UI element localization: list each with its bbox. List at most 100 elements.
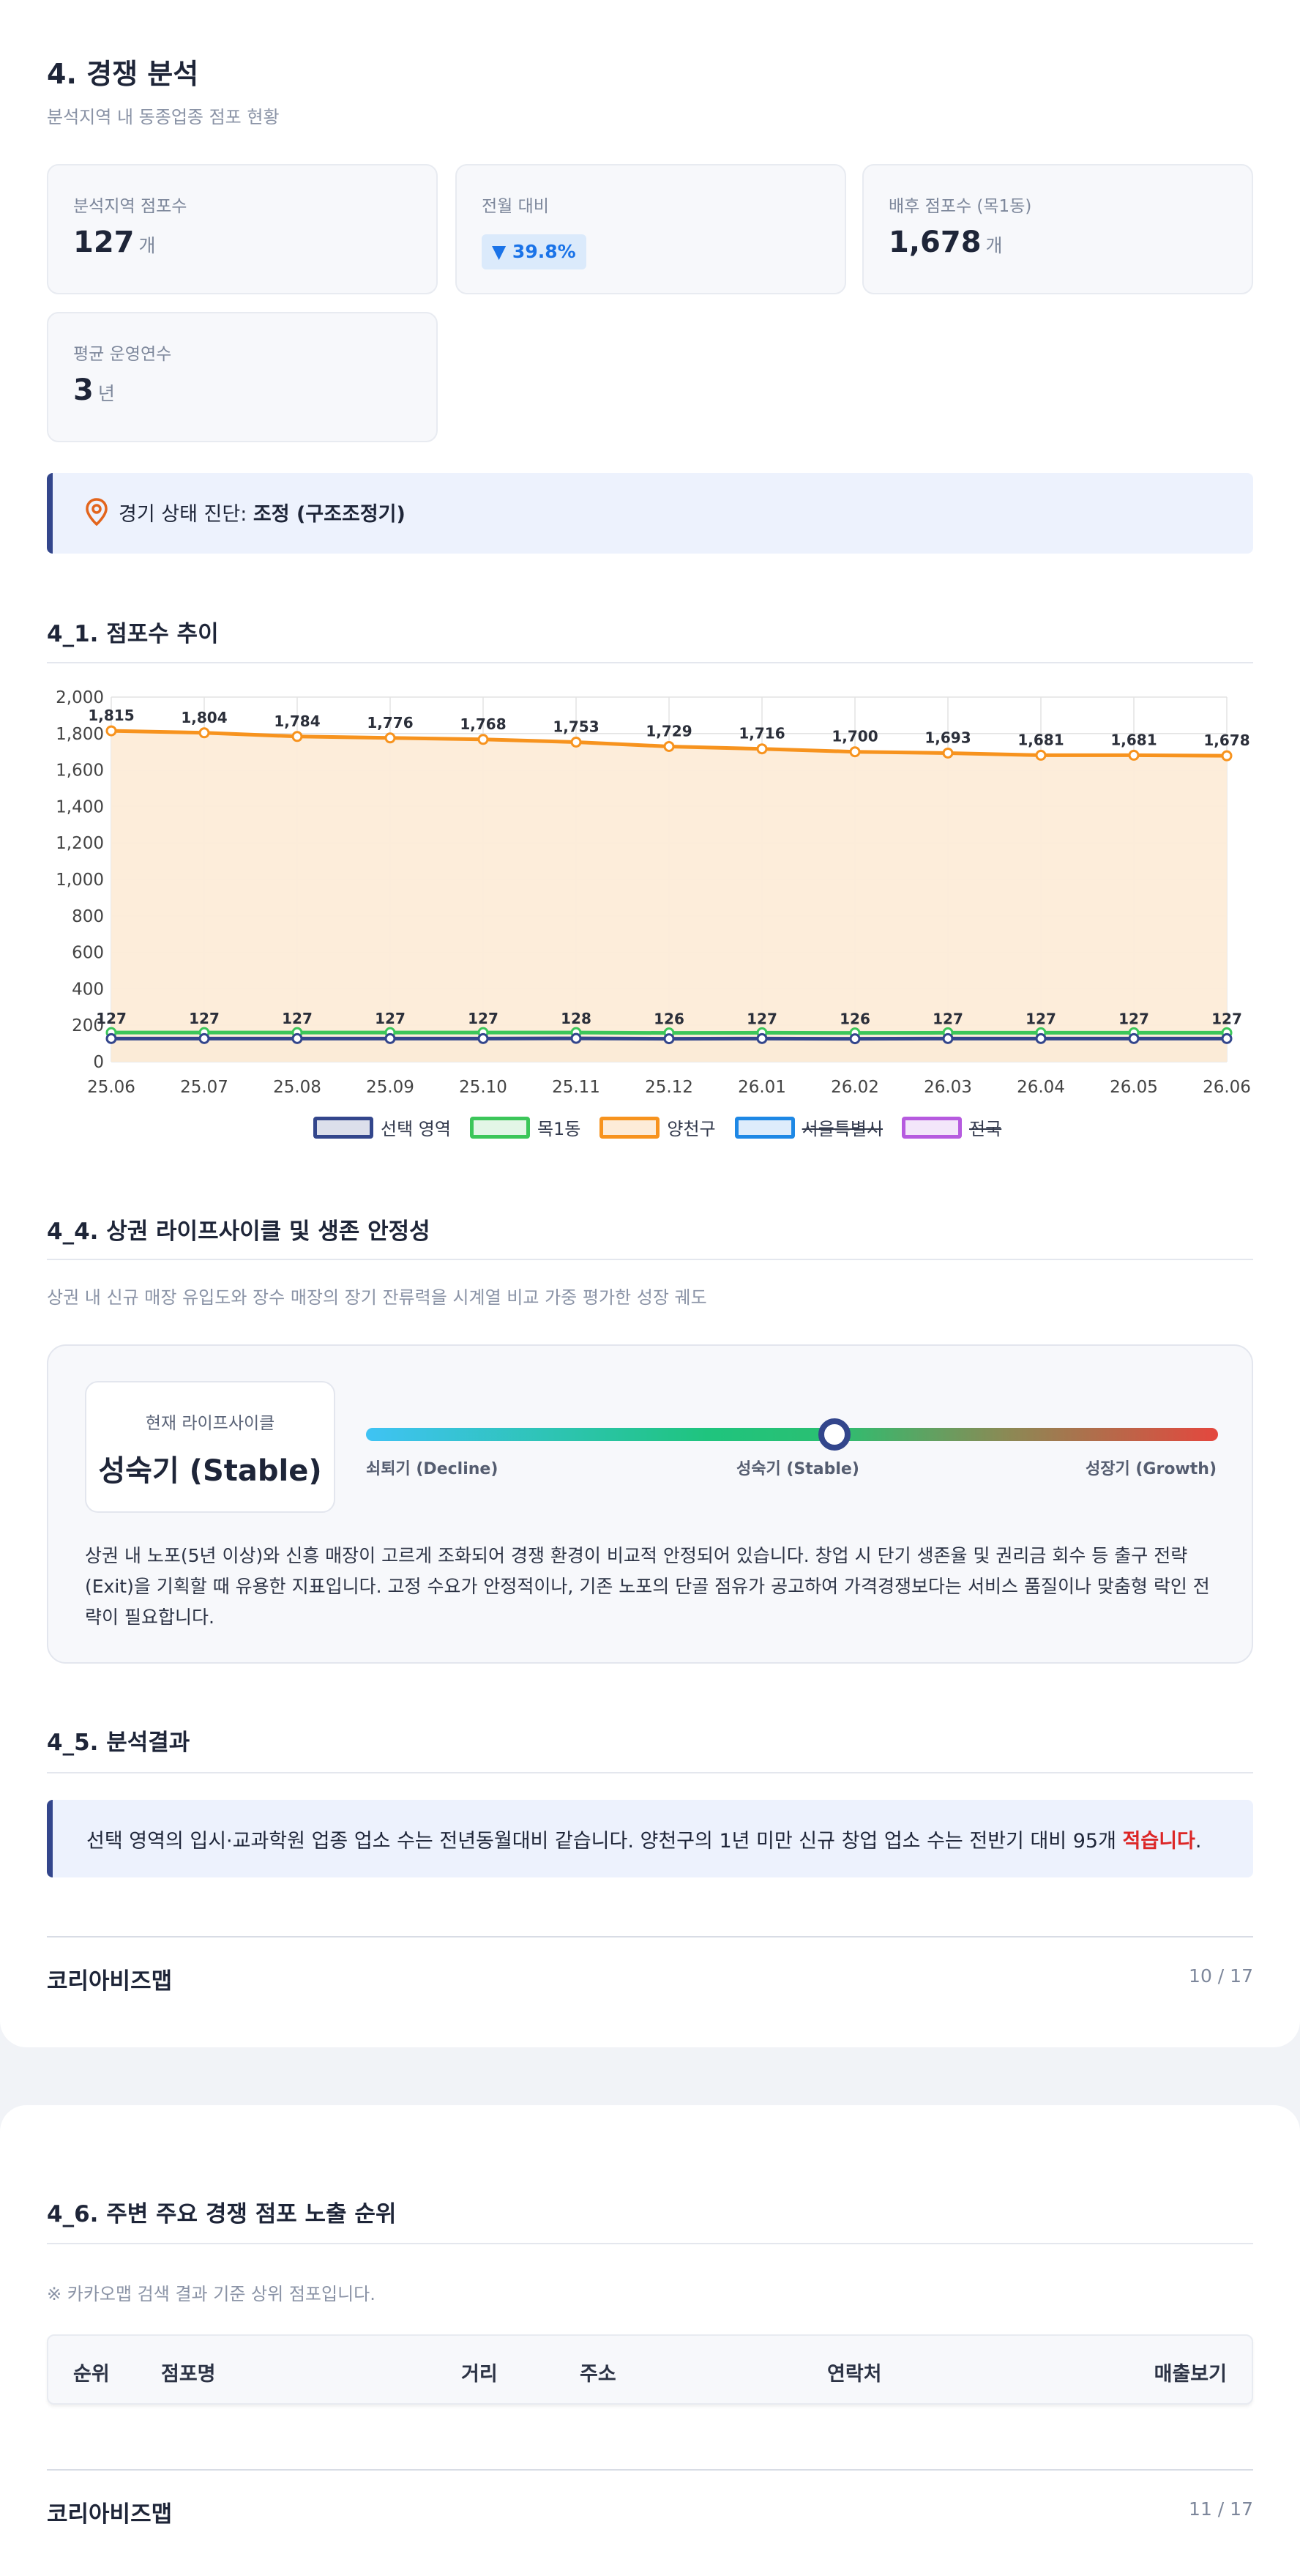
tick-stable: 성숙기 (Stable) [736, 1460, 859, 1478]
trend-title: 4_1. 점포수 추이 [47, 621, 219, 647]
stat-card-month-change: 전월 대비 ▼ 39.8% [455, 164, 846, 294]
data-label: 1,784 [274, 712, 320, 730]
legend-item-national[interactable]: 전국 [902, 1114, 1001, 1140]
data-label: 1,678 [1203, 732, 1249, 749]
legend-item-selected-area[interactable]: 선택 영역 [313, 1114, 451, 1140]
x-tick-label: 26.02 [831, 1078, 879, 1097]
data-point-0 [291, 1032, 303, 1044]
y-tick-label: 200 [72, 1016, 104, 1035]
data-label: 127 [282, 1010, 313, 1027]
tick-decline: 쇠퇴기 (Decline) [366, 1460, 498, 1478]
data-label: 1,681 [1017, 731, 1064, 748]
ranking-table-header: 순위 점포명 거리 주소 연락처 매출보기 [47, 2334, 1253, 2405]
data-point-2 [105, 725, 117, 737]
tick-growth: 성장기 (Growth) [1085, 1460, 1217, 1478]
lifecycle-subtitle: 상권 내 신규 매장 유입도와 장수 매장의 장기 잔류력을 시계열 비교 가중… [47, 1287, 707, 1308]
y-tick-label: 600 [72, 944, 104, 963]
data-point-0 [1035, 1032, 1047, 1044]
series-area-2 [111, 731, 1227, 1062]
data-label: 128 [561, 1010, 591, 1027]
y-tick-label: 400 [72, 980, 104, 999]
stat-label: 배후 점포수 (목1동) [889, 197, 1032, 216]
stat-label: 분석지역 점포수 [73, 197, 187, 216]
data-point-2 [1035, 749, 1047, 761]
stat-value: 127 개 [73, 226, 156, 259]
page-number: 11 / 17 [1189, 2498, 1253, 2520]
divider [47, 2243, 1253, 2244]
col-distance: 거리 [461, 2363, 498, 2386]
x-tick-label: 26.06 [1203, 1078, 1251, 1097]
data-point-0 [198, 1032, 210, 1044]
data-label: 127 [189, 1010, 220, 1027]
data-label: 127 [747, 1010, 777, 1027]
current-lifecycle-value: 성숙기 (Stable) [98, 1454, 322, 1488]
data-point-2 [1221, 750, 1233, 762]
chart-legend: 선택 영역 목1동 양천구 서울특별시 전국 [313, 1114, 1001, 1140]
lifecycle-marker [818, 1418, 851, 1451]
data-label: 1,700 [832, 728, 878, 745]
data-label: 1,804 [181, 709, 227, 726]
x-tick-label: 26.04 [1017, 1078, 1065, 1097]
footer-brand: 코리아비즈맵 [47, 1968, 173, 1995]
result-text: 선택 영역의 입시·교과학원 업종 업소 수는 전년동월대비 같습니다. 양천구… [86, 1830, 1202, 1853]
data-label: 1,716 [739, 725, 785, 742]
y-tick-label: 1,000 [56, 871, 104, 890]
data-label: 127 [96, 1010, 127, 1027]
y-tick-label: 1,800 [56, 725, 104, 744]
data-label: 126 [654, 1010, 684, 1028]
data-point-2 [1128, 749, 1140, 761]
data-point-0 [1221, 1032, 1233, 1044]
data-point-2 [849, 746, 861, 758]
y-tick-label: 1,200 [56, 834, 104, 853]
data-label: 1,693 [924, 729, 971, 746]
x-tick-label: 26.01 [738, 1078, 786, 1097]
x-tick-label: 26.03 [924, 1078, 972, 1097]
data-label: 127 [1026, 1010, 1056, 1027]
data-label: 127 [375, 1010, 406, 1027]
data-point-0 [570, 1032, 582, 1044]
store-trend-chart: 0 200 400 600 800 1,000 1,200 1,400 1,600 1,800 2,… [56, 688, 1251, 1097]
stat-value: 1,678 개 [889, 226, 1003, 259]
legend-item-mok1dong[interactable]: 목1동 [469, 1114, 580, 1140]
stat-card-background-stores: 배후 점포수 (목1동) 1,678 개 [862, 164, 1253, 294]
data-label: 1,729 [646, 722, 692, 740]
footer-brand: 코리아비즈맵 [47, 2501, 173, 2528]
legend-item-yangcheon[interactable]: 양천구 [599, 1114, 716, 1140]
result-banner: 선택 영역의 입시·교과학원 업종 업소 수는 전년동월대비 같습니다. 양천구… [47, 1800, 1253, 1877]
data-point-2 [384, 732, 396, 744]
lifecycle-title: 4_4. 상권 라이프사이클 및 생존 안정성 [47, 1218, 430, 1245]
location-pin-icon [86, 498, 108, 526]
data-label: 127 [933, 1010, 963, 1027]
col-sales: 매출보기 [1154, 2363, 1227, 2386]
x-tick-label: 25.11 [552, 1078, 600, 1097]
lifecycle-panel: 현재 라이프사이클 성숙기 (Stable) 쇠퇴기 (Decline) 성숙기… [47, 1344, 1253, 1664]
data-point-0 [663, 1033, 675, 1045]
result-title: 4_5. 분석결과 [47, 1730, 190, 1756]
data-label: 1,815 [88, 707, 134, 724]
data-label: 1,753 [553, 718, 599, 736]
x-tick-label: 25.12 [645, 1078, 693, 1097]
data-label: 127 [1118, 1010, 1149, 1027]
data-label: 1,776 [367, 714, 413, 732]
data-point-0 [849, 1033, 861, 1045]
x-tick-label: 25.06 [87, 1078, 135, 1097]
page-number: 10 / 17 [1189, 1965, 1253, 1987]
y-tick-label: 0 [93, 1053, 104, 1072]
x-tick-label: 25.09 [366, 1078, 414, 1097]
data-label: 126 [840, 1010, 870, 1028]
data-point-0 [477, 1032, 489, 1044]
divider [47, 662, 1253, 663]
change-badge: ▼ 39.8% [482, 234, 586, 269]
data-label: 1,681 [1110, 731, 1157, 748]
data-point-2 [477, 734, 489, 745]
y-tick-label: 800 [72, 907, 104, 926]
legend-item-seoul[interactable]: 서울특별시 [734, 1114, 883, 1140]
data-label: 127 [468, 1010, 498, 1027]
data-point-2 [756, 743, 768, 755]
data-point-0 [384, 1032, 396, 1044]
data-point-2 [663, 740, 675, 752]
x-tick-label: 25.07 [180, 1078, 228, 1097]
data-point-0 [1128, 1032, 1140, 1044]
page-footer: 코리아비즈맵 10 / 17 [47, 1936, 1253, 2006]
